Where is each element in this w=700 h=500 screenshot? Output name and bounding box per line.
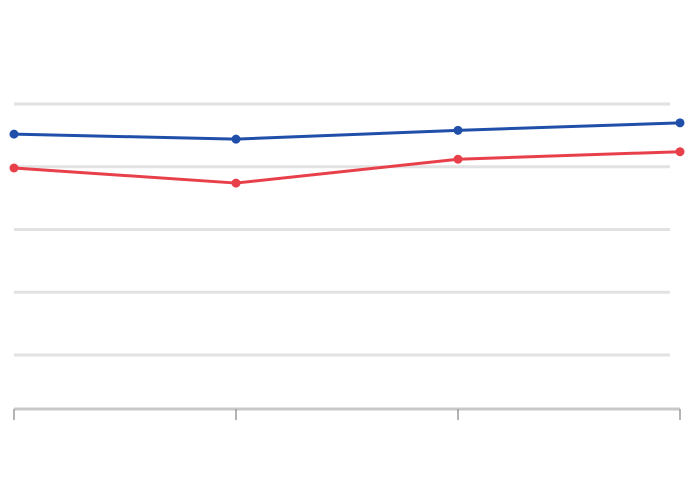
data-point <box>453 154 463 164</box>
data-point <box>9 163 19 173</box>
data-point <box>231 178 241 188</box>
series-line-1 <box>12 121 682 141</box>
data-point <box>231 134 241 144</box>
series-line-2 <box>12 150 682 185</box>
data-point <box>675 118 685 128</box>
data-point <box>675 147 685 157</box>
data-point <box>9 129 19 139</box>
data-point <box>453 125 463 135</box>
title-bar <box>0 48 455 70</box>
